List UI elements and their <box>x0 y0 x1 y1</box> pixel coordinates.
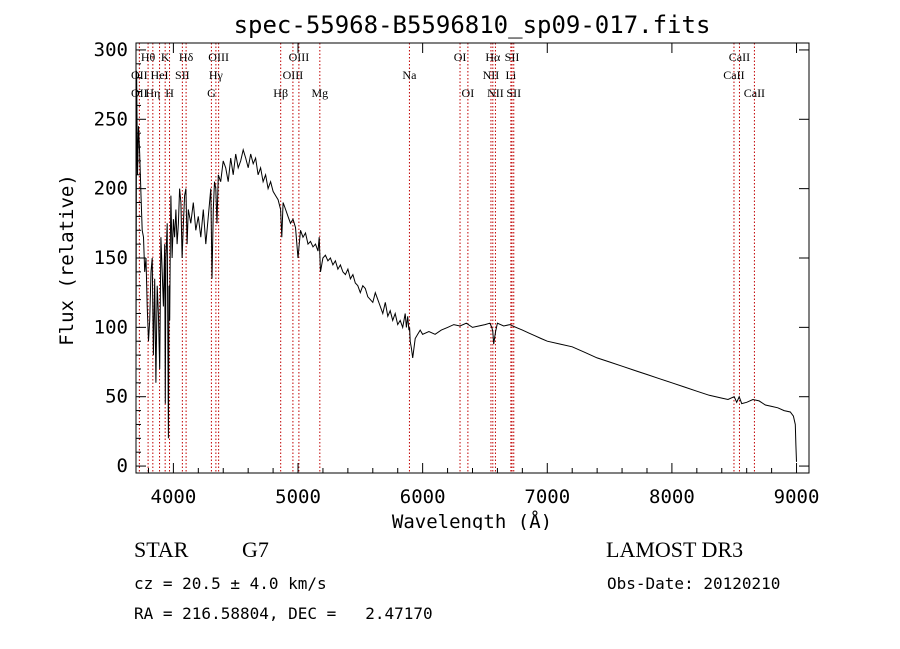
spectral-line-label: Hα <box>485 50 501 64</box>
spectral-line-label: NII <box>483 68 500 82</box>
spectral-line-label: K <box>161 50 170 64</box>
spectral-line-label: CaII <box>729 50 750 64</box>
y-tick-label: 150 <box>94 247 128 269</box>
spectral-line-label: OII <box>131 68 148 82</box>
spectral-line-label: OIII <box>283 68 304 82</box>
spectral-line-label: SII <box>175 68 190 82</box>
survey-name: LAMOST DR3 <box>606 537 744 562</box>
spectral-line-label: Hβ <box>273 86 288 100</box>
spectral-line-label: Na <box>402 68 417 82</box>
spectral-line-markers <box>138 43 755 473</box>
plot-frame <box>135 42 810 474</box>
spectral-line-label: Hγ <box>209 68 224 82</box>
spectral-line-label: OIII <box>289 50 310 64</box>
y-tick-label: 50 <box>105 386 128 408</box>
spectral-line-label: OIII <box>208 50 229 64</box>
spectral-line-label: Li <box>506 68 517 82</box>
y-tick-label: 0 <box>117 455 128 477</box>
y-tick-label: 300 <box>94 39 128 61</box>
x-tick-label: 9000 <box>774 486 820 508</box>
spectral-line-label: OII <box>131 86 148 100</box>
x-tick-label: 5000 <box>275 486 321 508</box>
y-axis: 0 50 100 150 200 250 300 <box>94 39 809 477</box>
spectral-line-label: Mg <box>311 86 328 100</box>
spectral-line-label: SII <box>506 86 521 100</box>
spectral-line-label: CaII <box>744 86 765 100</box>
spectral-line-label: H <box>165 86 174 100</box>
spectral-line-label: G <box>207 86 216 100</box>
spectral-line-label: OI <box>454 50 467 64</box>
spectrum-series-line <box>135 70 797 462</box>
object-subclass: G7 <box>242 537 269 562</box>
spectrum-chart: spec-55968-B5596810_sp09-017.fits Hθ OII O… <box>56 11 820 530</box>
spectral-line-label: NII <box>487 86 504 100</box>
spectral-line-label: HeI <box>151 68 169 82</box>
y-tick-label: 200 <box>94 178 128 200</box>
y-tick-label: 250 <box>94 108 128 130</box>
spectral-line-label: Hη <box>145 86 160 100</box>
object-class: STAR <box>134 537 189 562</box>
x-tick-label: 6000 <box>400 486 446 508</box>
x-tick-label: 8000 <box>649 486 695 508</box>
x-tick-label: 7000 <box>524 486 570 508</box>
chart-title: spec-55968-B5596810_sp09-017.fits <box>234 11 711 39</box>
x-tick-label: 4000 <box>151 486 197 508</box>
y-axis-label: Flux (relative) <box>56 174 78 346</box>
spectral-line-label: Hδ <box>179 50 194 64</box>
x-axis: 4000 5000 6000 7000 8000 9000 <box>147 43 820 508</box>
y-tick-label: 100 <box>94 316 128 338</box>
obs-date: Obs-Date: 20120210 <box>607 574 781 593</box>
x-axis-label: Wavelength (Å) <box>392 510 552 530</box>
spectral-line-label: OI <box>462 86 475 100</box>
spectral-line-label: SII <box>505 50 520 64</box>
coordinates-readout: RA = 216.58804, DEC = 2.47170 <box>134 604 433 623</box>
spectral-line-label: CaII <box>723 68 744 82</box>
spectral-line-label: Hθ <box>141 50 156 64</box>
redshift-readout: cz = 20.5 ± 4.0 km/s <box>134 574 327 593</box>
